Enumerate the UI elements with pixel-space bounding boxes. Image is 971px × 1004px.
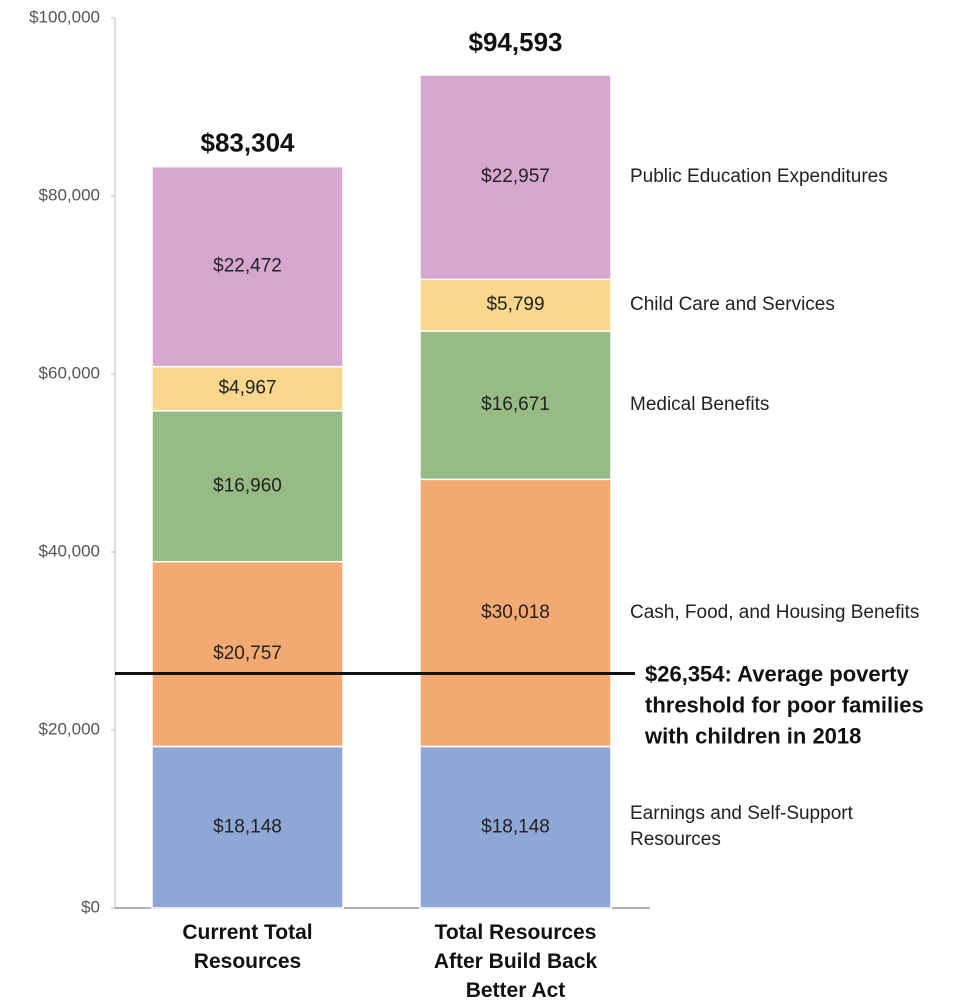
segment-label: $30,018 bbox=[481, 602, 550, 623]
bar-segment bbox=[151, 410, 344, 563]
legend-label: Public Education Expenditures bbox=[630, 166, 888, 188]
y-tick-label: $0 bbox=[81, 897, 100, 916]
legend-label: Cash, Food, and Housing Benefits bbox=[630, 601, 920, 623]
total-label: $94,593 bbox=[469, 27, 563, 57]
bar-segment bbox=[151, 560, 344, 748]
bar-segment bbox=[419, 278, 612, 332]
segment-label: $16,671 bbox=[481, 394, 550, 415]
y-tick-label: $20,000 bbox=[39, 719, 100, 738]
bar-segment bbox=[151, 745, 344, 909]
annotation-text: with children in 2018 bbox=[644, 723, 861, 748]
y-tick-label: $40,000 bbox=[39, 541, 100, 560]
legend-label: Child Care and Services bbox=[630, 294, 835, 316]
legend-label: Medical Benefits bbox=[630, 394, 770, 416]
segment-label: $18,148 bbox=[213, 816, 282, 837]
bar-segment bbox=[151, 165, 344, 368]
bar-segment bbox=[419, 74, 612, 281]
segment-label: $18,148 bbox=[481, 816, 550, 837]
segment-label: $16,960 bbox=[213, 475, 282, 496]
y-tick-label: $80,000 bbox=[39, 185, 100, 204]
segment-label: $22,957 bbox=[481, 166, 550, 187]
annotation-text: threshold for poor families bbox=[645, 692, 924, 717]
y-tick-label: $100,000 bbox=[29, 7, 100, 26]
annotation-text: $26,354: Average poverty bbox=[645, 661, 910, 686]
segment-label: $22,472 bbox=[213, 256, 282, 277]
segment-label: $20,757 bbox=[213, 643, 282, 664]
bar-segment bbox=[419, 330, 612, 481]
y-tick-label: $60,000 bbox=[39, 363, 100, 382]
bar-segment bbox=[419, 745, 612, 909]
x-tick-label: Current Total Resources bbox=[182, 921, 313, 973]
segment-label: $4,967 bbox=[218, 378, 276, 399]
x-tick-label: Total Resources After Build Back Better … bbox=[433, 921, 598, 1002]
legend-label: Earnings and Self-Support Resources bbox=[630, 803, 853, 851]
segment-label: $5,799 bbox=[486, 294, 544, 315]
total-label: $83,304 bbox=[201, 127, 296, 157]
